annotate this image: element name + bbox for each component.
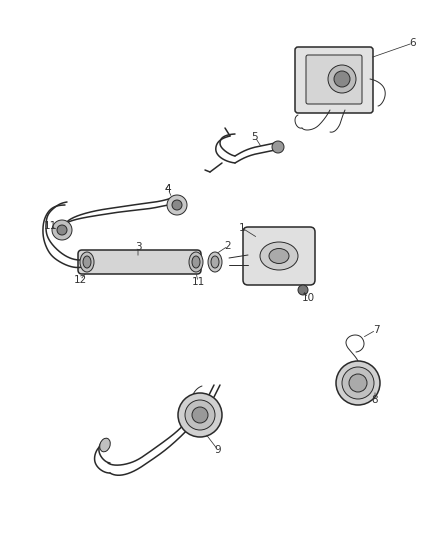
- Text: 11: 11: [191, 277, 205, 287]
- Text: 11: 11: [43, 221, 57, 231]
- Circle shape: [57, 225, 67, 235]
- Circle shape: [349, 374, 367, 392]
- Text: 7: 7: [373, 325, 379, 335]
- Ellipse shape: [211, 256, 219, 268]
- Circle shape: [185, 400, 215, 430]
- Text: 4: 4: [165, 184, 171, 194]
- FancyBboxPatch shape: [306, 55, 362, 104]
- Circle shape: [342, 367, 374, 399]
- Ellipse shape: [192, 256, 200, 268]
- FancyBboxPatch shape: [78, 250, 201, 274]
- FancyBboxPatch shape: [295, 47, 373, 113]
- Text: 6: 6: [410, 38, 416, 48]
- Ellipse shape: [80, 252, 94, 272]
- Circle shape: [167, 195, 187, 215]
- Ellipse shape: [100, 438, 110, 452]
- Text: 4: 4: [165, 184, 171, 194]
- Circle shape: [328, 65, 356, 93]
- Text: 10: 10: [301, 293, 314, 303]
- Text: 3: 3: [135, 242, 141, 252]
- Text: 8: 8: [372, 395, 378, 405]
- Text: 5: 5: [252, 132, 258, 142]
- Text: 2: 2: [225, 241, 231, 251]
- Text: 9: 9: [215, 445, 221, 455]
- Circle shape: [172, 200, 182, 210]
- Text: 1: 1: [239, 223, 245, 233]
- Circle shape: [52, 220, 72, 240]
- Circle shape: [192, 407, 208, 423]
- Ellipse shape: [208, 252, 222, 272]
- Ellipse shape: [260, 242, 298, 270]
- FancyBboxPatch shape: [243, 227, 315, 285]
- Circle shape: [334, 71, 350, 87]
- Ellipse shape: [189, 252, 203, 272]
- Text: 12: 12: [74, 275, 87, 285]
- Circle shape: [272, 141, 284, 153]
- Circle shape: [178, 393, 222, 437]
- Ellipse shape: [83, 256, 91, 268]
- Circle shape: [336, 361, 380, 405]
- Ellipse shape: [269, 248, 289, 263]
- Circle shape: [298, 285, 308, 295]
